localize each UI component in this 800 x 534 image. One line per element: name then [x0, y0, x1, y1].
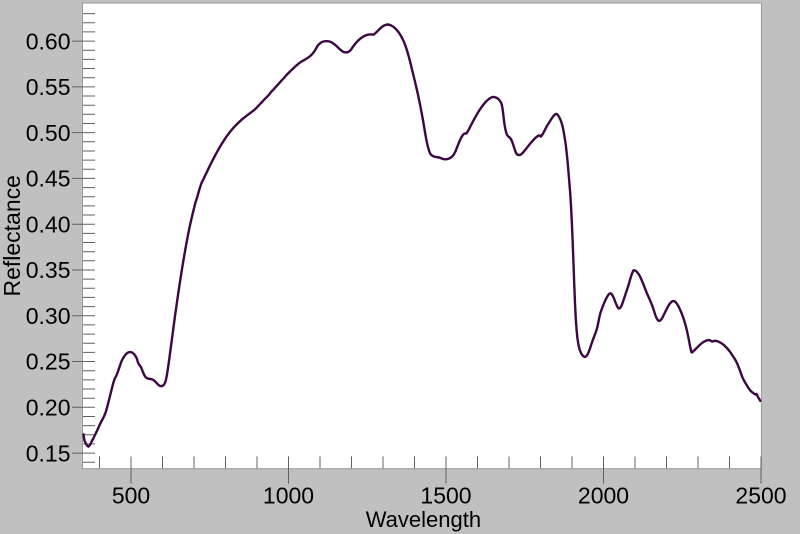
- svg-text:1500: 1500: [420, 483, 471, 509]
- svg-text:1000: 1000: [263, 483, 314, 509]
- svg-text:Reflectance: Reflectance: [0, 175, 25, 296]
- svg-text:Wavelength: Wavelength: [366, 507, 481, 532]
- svg-text:0.35: 0.35: [26, 257, 71, 283]
- svg-text:0.40: 0.40: [26, 211, 71, 237]
- svg-text:0.55: 0.55: [26, 74, 71, 100]
- svg-text:0.50: 0.50: [26, 120, 71, 146]
- svg-text:2000: 2000: [578, 483, 629, 509]
- svg-text:0.15: 0.15: [26, 440, 71, 466]
- svg-text:500: 500: [112, 483, 150, 509]
- svg-text:0.60: 0.60: [26, 28, 71, 54]
- svg-text:0.20: 0.20: [26, 395, 71, 421]
- svg-text:0.45: 0.45: [26, 166, 71, 192]
- svg-text:2500: 2500: [735, 483, 786, 509]
- svg-text:0.25: 0.25: [26, 349, 71, 375]
- svg-text:0.30: 0.30: [26, 303, 71, 329]
